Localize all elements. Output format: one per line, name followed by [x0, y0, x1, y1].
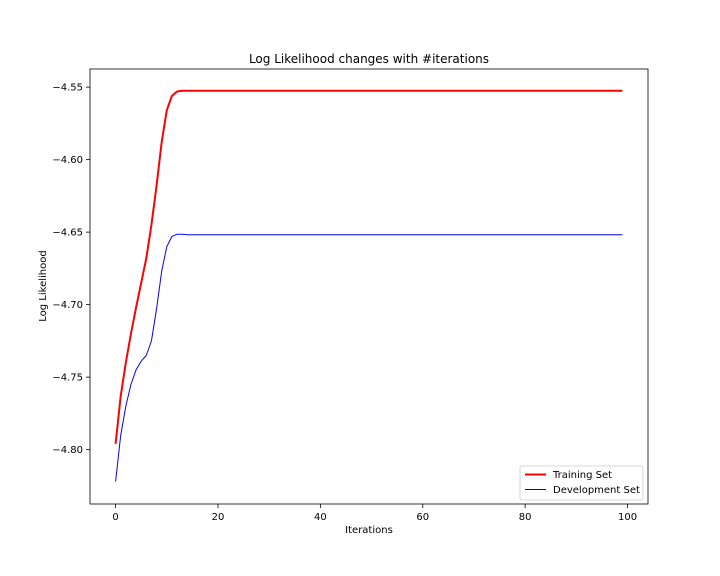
y-tick-label: −4.75 — [52, 373, 83, 384]
y-tick-label: −4.60 — [52, 155, 83, 166]
y-tick-label: −4.70 — [52, 300, 83, 311]
legend-box — [519, 465, 644, 501]
x-axis-label: Iterations — [345, 525, 393, 536]
y-tick-label: −4.65 — [52, 228, 83, 239]
series-line-training-set — [114, 89, 623, 444]
chart-title: Log Likelihood changes with #iterations — [249, 52, 489, 66]
x-tick-label: 80 — [519, 512, 532, 523]
axes-ticks: 0 20 40 60 80 100 −4.55 −4.60 −4.65 −4.70 −4.75 −4.… — [52, 83, 637, 523]
x-tick-label: 20 — [212, 512, 225, 523]
x-tick-label: 0 — [112, 512, 118, 523]
legend: Training Set Development Set — [519, 465, 644, 501]
plot-area — [90, 69, 648, 504]
y-axis-label: Log Likelihood — [38, 250, 49, 321]
series-line-development-set — [115, 233, 623, 482]
x-tick-label: 60 — [416, 512, 429, 523]
legend-label-training-set: Training Set — [552, 470, 612, 481]
x-tick-label: 100 — [618, 512, 637, 523]
y-tick-label: −4.55 — [52, 83, 83, 94]
plot-frame — [89, 68, 649, 505]
x-tick-label: 40 — [314, 512, 327, 523]
series-lines — [114, 89, 623, 482]
y-tick-label: −4.80 — [52, 445, 83, 456]
legend-label-development-set: Development Set — [553, 485, 640, 496]
